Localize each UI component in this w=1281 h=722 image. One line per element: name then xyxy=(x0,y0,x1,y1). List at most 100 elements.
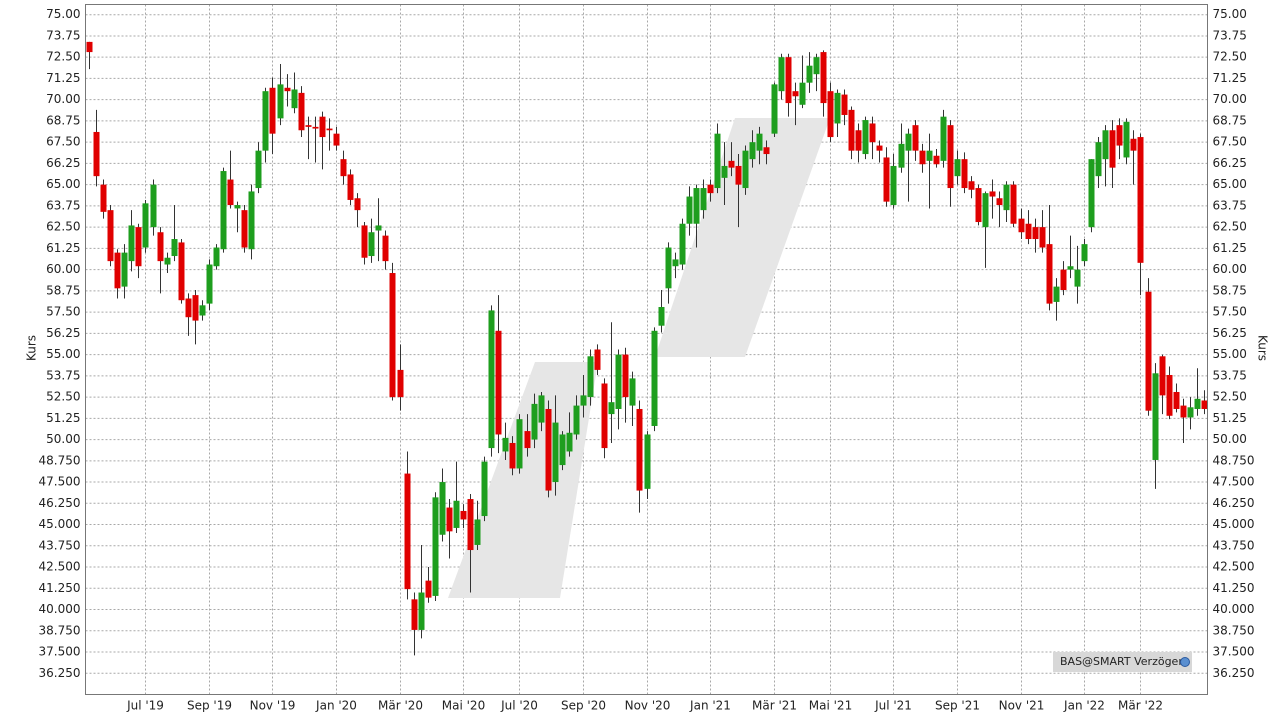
y-tick-label: 68.75 xyxy=(1213,113,1247,127)
candle-body xyxy=(968,181,975,190)
source-box xyxy=(1053,652,1192,672)
candle-body xyxy=(269,87,276,134)
candle-body xyxy=(333,133,340,146)
candle-body xyxy=(467,499,474,551)
y-tick-label: 55.00 xyxy=(46,347,80,361)
candle-body xyxy=(954,159,961,177)
candle-body xyxy=(714,133,721,189)
y-tick-label: 71.25 xyxy=(46,71,80,85)
y-tick-label: 55.00 xyxy=(1213,347,1247,361)
candle-body xyxy=(382,235,389,262)
candle-body xyxy=(538,395,545,423)
y-tick-label: 40.000 xyxy=(1213,602,1255,616)
background-shape xyxy=(655,118,830,357)
candle-body xyxy=(114,252,121,289)
candle-body xyxy=(615,354,622,409)
candle-body xyxy=(199,305,206,316)
candle-body xyxy=(587,356,594,398)
plot-border xyxy=(85,4,1208,695)
candle-body xyxy=(1194,398,1201,409)
candle-body xyxy=(1053,286,1060,302)
y-tick-label: 68.75 xyxy=(46,113,80,127)
candle-body xyxy=(834,92,841,124)
candle-body xyxy=(524,431,531,449)
candle-body xyxy=(135,227,142,267)
x-tick-label: Mär '22 xyxy=(1118,699,1163,713)
candle-body xyxy=(1067,266,1074,270)
y-tick-label: 52.50 xyxy=(46,390,80,404)
y-tick-label: 56.25 xyxy=(1213,326,1247,340)
y-tick-label: 53.75 xyxy=(46,368,80,382)
y-tick-label: 51.25 xyxy=(46,411,80,425)
y-tick-label: 48.750 xyxy=(39,453,81,467)
candle-body xyxy=(1010,184,1017,224)
candle-body xyxy=(368,232,375,257)
y-tick-label: 46.250 xyxy=(1213,496,1255,510)
candle-body xyxy=(142,203,149,248)
candle-body xyxy=(531,403,538,440)
candle-body xyxy=(277,84,284,119)
y-tick-label: 42.500 xyxy=(1213,560,1255,574)
candle-body xyxy=(672,259,679,267)
candles xyxy=(86,41,1208,656)
y-tick-label: 73.75 xyxy=(1213,28,1247,42)
candle-body xyxy=(545,408,552,491)
candle-body xyxy=(234,205,241,209)
candle-body xyxy=(1173,391,1180,409)
y-tick-label: 45.000 xyxy=(39,517,81,531)
x-tick-label: Nov '19 xyxy=(250,699,296,713)
candle-body xyxy=(989,191,996,197)
candle-body xyxy=(573,405,580,435)
candle-body xyxy=(375,225,382,231)
candle-body xyxy=(361,225,368,258)
candle-body xyxy=(248,191,255,250)
candle-body xyxy=(1095,142,1102,177)
y-tick-label: 58.75 xyxy=(1213,283,1247,297)
candle-body xyxy=(566,432,573,452)
candle-body xyxy=(799,82,806,105)
candle-body xyxy=(488,310,495,449)
candle-body xyxy=(185,298,192,318)
y-tick-label: 60.00 xyxy=(46,262,80,276)
candle-body xyxy=(763,147,770,155)
x-tick-label: Jul '21 xyxy=(874,699,912,713)
candle-body xyxy=(693,188,700,224)
y-tick-label: 65.00 xyxy=(46,177,80,191)
candle-body xyxy=(644,434,651,489)
candle-body xyxy=(912,125,919,151)
candle-body xyxy=(686,196,693,224)
y-tick-label: 36.250 xyxy=(39,666,81,680)
y-tick-label: 65.00 xyxy=(1213,177,1247,191)
y-tick-label: 62.50 xyxy=(1213,220,1247,234)
candle-body xyxy=(305,125,312,127)
candle-body xyxy=(100,184,107,212)
candle-body xyxy=(495,330,502,435)
candle-body xyxy=(192,295,199,321)
candle-body xyxy=(418,592,425,630)
candle-body xyxy=(262,91,269,151)
x-tick-label: Jul '20 xyxy=(500,699,538,713)
y-tick-label: 70.00 xyxy=(46,92,80,106)
candle-body xyxy=(636,408,643,491)
y-tick-label: 47.500 xyxy=(39,475,81,489)
candle-body xyxy=(509,442,516,469)
candle-body xyxy=(876,145,883,151)
candle-body xyxy=(1102,130,1109,160)
candle-body xyxy=(735,165,742,185)
y-tick-label: 70.00 xyxy=(1213,92,1247,106)
x-tick-label: Nov '20 xyxy=(625,699,671,713)
candle-body xyxy=(404,473,411,590)
candle-body xyxy=(1166,374,1173,416)
candle-body xyxy=(481,461,488,517)
candle-body xyxy=(651,330,658,426)
y-tick-label: 72.50 xyxy=(46,50,80,64)
candle-body xyxy=(707,184,714,194)
candle-body xyxy=(996,198,1003,206)
x-tick-label: Jan '21 xyxy=(689,699,731,713)
candle-body xyxy=(1088,159,1095,228)
y-tick-label: 45.000 xyxy=(1213,517,1255,531)
candle-body xyxy=(594,349,601,370)
candle-body xyxy=(1159,356,1166,396)
y-tick-label: 37.500 xyxy=(1213,645,1255,659)
